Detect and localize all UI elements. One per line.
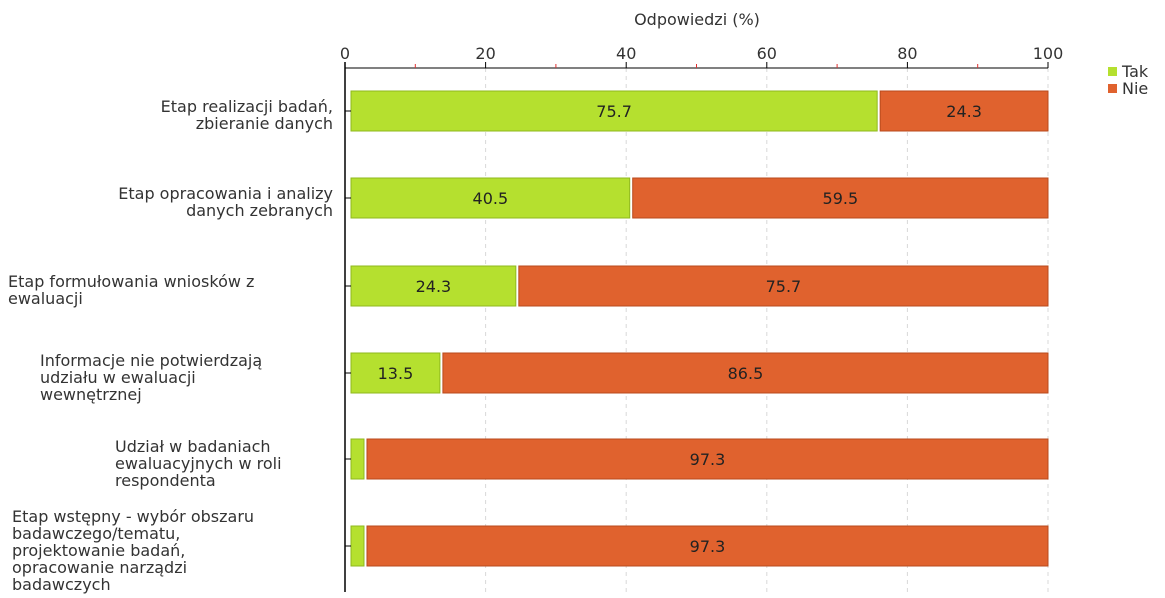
bar-nie-0	[879, 90, 1049, 132]
legend-swatch-nie	[1108, 84, 1117, 93]
category-label-line: ewaluacyjnych w roli	[115, 453, 282, 473]
category-label-line: badawczych	[12, 574, 111, 594]
legend-label-tak: Tak	[1122, 62, 1149, 81]
x-tick-label-40: 40	[616, 44, 636, 63]
category-label-line: Etap opracowania i analizy	[118, 184, 333, 203]
category-label-line: Udział w badaniach	[115, 436, 271, 456]
category-label-line: Informacje nie potwierdzają	[40, 350, 263, 370]
bar-nie-2	[518, 265, 1049, 307]
category-label-line: ewaluacji	[8, 289, 83, 308]
gridlines	[485, 68, 1049, 592]
category-label-3: Informacje nie potwierdzają udziału w ewa…	[40, 352, 343, 403]
x-tick-label-80: 80	[897, 44, 917, 63]
legend-swatch-tak	[1108, 67, 1117, 76]
data-label-tak-0: 75.7	[596, 102, 632, 121]
category-label-line: projektowanie badań,	[12, 540, 186, 560]
bar-tak-2	[350, 265, 517, 307]
category-label-0: Etap realizacji badań, zbieranie danych	[3, 98, 333, 132]
data-label-nie-2: 75.7	[766, 277, 802, 296]
bar-tak-5	[350, 525, 365, 567]
category-label-line: opracowanie narządzi	[12, 557, 188, 577]
x-tick-label-60: 60	[757, 44, 777, 63]
data-label-nie-5: 97.3	[690, 537, 726, 556]
category-label-line: Etap realizacji badań,	[160, 97, 333, 116]
category-label-1: Etap opracowania i analizy danych zebrany…	[3, 185, 333, 219]
bar-tak-4	[350, 438, 365, 480]
data-label-nie-4: 97.3	[690, 450, 726, 469]
bar-nie-1	[632, 177, 1049, 219]
bar-tak-0	[350, 90, 878, 132]
category-label-line: wewnętrznej	[40, 384, 142, 404]
bar-nie-4	[366, 438, 1049, 480]
data-label-nie-0: 24.3	[946, 102, 982, 121]
x-tick-label-20: 20	[475, 44, 495, 63]
data-label-nie-3: 86.5	[728, 364, 764, 383]
legend: Tak Nie	[1108, 63, 1148, 97]
x-axis-title: Odpowiedzi (%)	[634, 10, 760, 29]
category-label-line: respondenta	[115, 470, 216, 490]
category-label-line: udziału w ewaluacji	[40, 367, 196, 387]
category-label-5: Etap wstępny - wybór obszaru badawczego/t…	[12, 508, 335, 593]
x-tick-label-0: 0	[340, 44, 350, 63]
category-label-line: Etap formułowania wniosków z	[8, 272, 255, 291]
legend-item-nie: Nie	[1108, 80, 1148, 97]
bar-tak-1	[350, 177, 631, 219]
bar-nie-5	[366, 525, 1049, 567]
x-tick-label-100: 100	[1033, 44, 1064, 63]
legend-label-nie: Nie	[1122, 79, 1149, 98]
data-label-tak-3: 13.5	[378, 364, 414, 383]
data-label-tak-1: 40.5	[473, 189, 509, 208]
category-label-line: zbieranie danych	[195, 114, 333, 133]
category-label-4: Udział w badaniach ewaluacyjnych w roli re…	[115, 438, 333, 489]
data-label-tak-2: 24.3	[416, 277, 452, 296]
category-label-line: danych zebranych	[186, 201, 333, 220]
legend-item-tak: Tak	[1108, 63, 1148, 80]
x-axis: 0 20 40 60 80 100	[340, 44, 1063, 592]
bar-nie-3	[442, 352, 1049, 394]
category-label-line: Etap wstępny - wybór obszaru	[12, 506, 255, 526]
bars-layer: 75.7 24.3 40.5 59.5 24.3 75.7 13.5 86.5 97.3 97.3	[350, 90, 1049, 567]
bar-tak-3	[350, 352, 441, 394]
category-label-line: badawczego/tematu,	[12, 523, 181, 543]
category-label-2: Etap formułowania wniosków z ewaluacji	[8, 273, 338, 307]
data-label-nie-1: 59.5	[823, 189, 859, 208]
